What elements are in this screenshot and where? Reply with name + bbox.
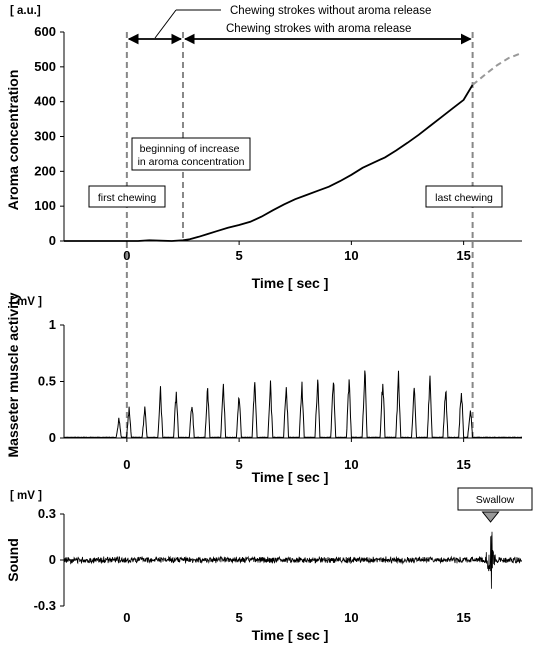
masseter-y-tick-label: 1	[49, 317, 56, 332]
swallow-label: Swallow	[476, 494, 515, 506]
sound-x-tick-label: 5	[236, 610, 243, 625]
sound-y-tick-label: 0	[49, 552, 56, 567]
masseter-y-tick-label: 0.5	[38, 374, 56, 389]
masseter-y-unit: [ mV ]	[10, 296, 42, 308]
annotation-arrows: Chewing strokes without aroma release Ch…	[127, 5, 472, 45]
annotation-without-release: Chewing strokes without aroma release	[230, 5, 431, 17]
sound-y-tick-label: 0.3	[38, 506, 56, 521]
masseter-y-tick-label: 0	[49, 430, 56, 445]
masseter-x-axis-title: Time [ sec ]	[252, 469, 329, 485]
last-chewing-box: last chewing	[425, 185, 503, 208]
aroma-y-tick-label: 500	[34, 59, 56, 74]
aroma-x-tick-label: 5	[236, 248, 243, 263]
increase-box: beginning of increase in aroma concentra…	[131, 137, 251, 171]
last-chewing-label: last chewing	[435, 192, 493, 204]
masseter-x-tick-label: 15	[456, 457, 470, 472]
masseter-y-axis-title: Masseter muscle activity	[5, 292, 21, 457]
masseter-emg-trace	[64, 370, 522, 439]
swallow-callout: Swallow	[457, 487, 533, 523]
sound-x-tick-label: 0	[123, 610, 130, 625]
first-chewing-box: first chewing	[88, 185, 166, 208]
aroma-y-tick-label: 400	[34, 94, 56, 109]
aroma-extrapolated-line	[471, 51, 523, 86]
aroma-y-tick-label: 600	[34, 24, 56, 39]
aroma-x-axis-title: Time [ sec ]	[252, 275, 329, 291]
aroma-y-tick-label: 300	[34, 129, 56, 144]
masseter-panel: [ mV ] Masseter muscle activity Time [ s…	[5, 292, 522, 485]
sound-x-tick-label: 10	[344, 610, 358, 625]
masseter-x-tick-label: 10	[344, 457, 358, 472]
annotation-with-release: Chewing strokes with aroma release	[226, 23, 411, 35]
aroma-concentration-line	[64, 84, 474, 242]
aroma-y-tick-label: 100	[34, 198, 56, 213]
sound-x-axis-title: Time [ sec ]	[252, 627, 329, 643]
aroma-y-axis-title: Aroma concentration	[5, 70, 21, 211]
aroma-y-tick-label: 200	[34, 163, 56, 178]
swallow-marker-icon	[481, 511, 500, 523]
aroma-x-tick-label: 15	[456, 248, 470, 263]
sound-x-tick-label: 15	[456, 610, 470, 625]
sound-panel: [ mV ] Sound Time [ sec ] -0.3 0 0.3 0 5 10 1…	[5, 487, 533, 643]
aroma-panel: [ a.u.] Aroma concentration Time [ sec ]…	[5, 5, 523, 438]
sound-y-axis-title: Sound	[5, 538, 21, 582]
aroma-y-unit: [ a.u.]	[10, 5, 41, 17]
annotation-leader-line	[154, 9, 177, 39]
aroma-y-tick-label: 0	[49, 233, 56, 248]
increase-label: beginning of increase in aroma concentra…	[138, 143, 245, 168]
sound-trace	[63, 531, 523, 589]
masseter-x-tick-label: 5	[236, 457, 243, 472]
sound-y-unit: [ mV ]	[10, 490, 42, 502]
first-chewing-label: first chewing	[98, 192, 157, 204]
sound-y-tick-label: -0.3	[34, 598, 56, 613]
masseter-x-tick-label: 0	[123, 457, 130, 472]
aroma-x-tick-label: 10	[344, 248, 358, 263]
